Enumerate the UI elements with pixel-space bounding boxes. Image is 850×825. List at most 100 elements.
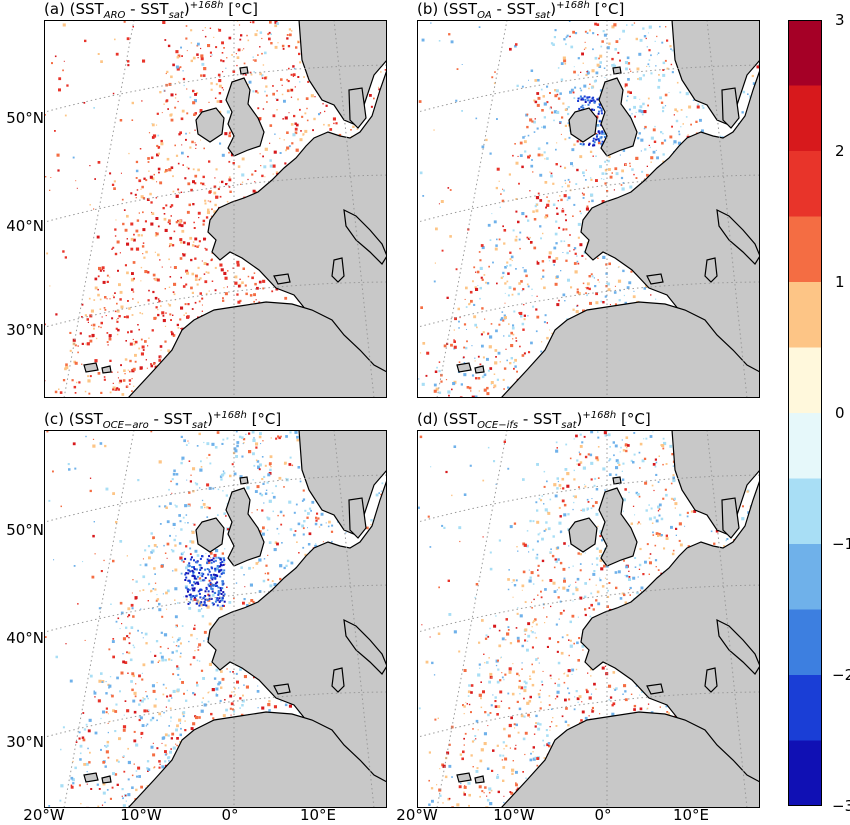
land-polygon [474, 365, 485, 374]
colorbar-segment [788, 216, 822, 283]
colorbar-tick-1: 1 [835, 273, 845, 291]
land-polygon [646, 273, 664, 285]
land-polygon [239, 66, 249, 75]
map-svg-b [417, 20, 760, 398]
map-frame [44, 430, 387, 808]
land-polygon [348, 87, 367, 129]
land-polygon [598, 487, 638, 567]
land-polygon [273, 683, 291, 695]
lon-label-10w-right: 10°W [493, 806, 535, 824]
colorbar-segment [788, 151, 822, 217]
colorbar-segment [788, 478, 822, 545]
colorbar-segment [788, 413, 822, 479]
sst-anomaly-field [418, 20, 760, 398]
lat-label-40n-top: 40°N [6, 217, 44, 235]
lat-label-30n-top: 30°N [6, 321, 44, 339]
colorbar-segment [788, 609, 822, 676]
colorbar-tick-m1: −1 [832, 535, 850, 553]
colorbar-segment [788, 740, 822, 806]
land-polygon [348, 497, 367, 539]
lat-label-40n-bottom: 40°N [6, 629, 44, 647]
colorbar-tick-m3: −3 [832, 797, 850, 815]
land-polygon [704, 667, 718, 693]
colorbar-segment [788, 675, 822, 741]
colorbar-tick-m2: −2 [832, 666, 850, 684]
lon-label-10w-left: 10°W [120, 806, 162, 824]
map-panel-c [44, 430, 387, 808]
colorbar [788, 20, 822, 806]
land-polygon [101, 775, 112, 784]
panel-a-title: (a) (SSTARO - SSTsat)+168h [°C] [44, 0, 258, 21]
colorbar-tick-3: 3 [835, 11, 845, 29]
panel-c-title: (c) (SSTOCE−aro - SSTsat)+168h [°C] [44, 410, 282, 431]
land-polygon [646, 683, 664, 695]
land-polygon [273, 273, 291, 285]
land-polygon [456, 772, 472, 783]
land-polygon [101, 365, 112, 374]
land-polygon [671, 430, 760, 536]
colorbar-segment [788, 544, 822, 610]
map-frame [417, 20, 760, 398]
lat-label-50n-top: 50°N [6, 109, 44, 127]
land-polygon [474, 775, 485, 784]
land-polygon [225, 487, 265, 567]
lon-label-10e-right: 10°E [672, 806, 710, 824]
land-polygon [612, 476, 622, 485]
map-svg-d [417, 430, 760, 808]
panel-d-title: (d) (SSTOCE−ifs - SSTsat)+168h [°C] [417, 410, 651, 431]
land-polygon [195, 517, 225, 553]
colorbar-tick-0: 0 [835, 404, 845, 422]
lat-label-50n-bottom: 50°N [6, 521, 44, 539]
map-svg-a [44, 20, 387, 398]
land-polygon [500, 301, 760, 398]
land-polygon [721, 87, 740, 129]
land-polygon [598, 77, 638, 157]
lon-label-0-left: 0° [221, 806, 239, 824]
land-polygon [456, 362, 472, 373]
land-polygon [83, 772, 99, 783]
graticule [417, 20, 760, 398]
land-polygon [331, 257, 345, 283]
land-polygon [83, 362, 99, 373]
land-polygon [225, 77, 265, 157]
land-polygon [721, 497, 740, 539]
land-polygon [298, 430, 387, 536]
land-polygon [343, 618, 387, 675]
colorbar-tick-2: 2 [835, 142, 845, 160]
land-polygon [568, 517, 598, 553]
land-polygon [716, 208, 760, 265]
lon-label-20w-right: 20°W [396, 806, 438, 824]
colorbar-segment [788, 282, 822, 348]
map-panel-d [417, 430, 760, 808]
graticule [44, 430, 387, 808]
colorbar-segment [788, 347, 822, 414]
land-polygon [239, 476, 249, 485]
lon-label-10e-left: 10°E [299, 806, 337, 824]
map-panel-b [417, 20, 760, 398]
map-frame [44, 20, 387, 398]
map-svg-c [44, 430, 387, 808]
land-polygon [716, 618, 760, 675]
sst-anomaly-field [417, 430, 753, 808]
lon-label-0-right: 0° [594, 806, 612, 824]
land-polygon [298, 20, 387, 126]
land-polygon [331, 667, 345, 693]
colorbar-segment [788, 20, 822, 86]
land-polygon [343, 208, 387, 265]
graticule [417, 430, 760, 808]
map-panel-a [44, 20, 387, 398]
land-polygon [127, 301, 387, 398]
land-polygon [612, 66, 622, 75]
sst-anomaly-field [44, 430, 386, 808]
land-polygon [671, 20, 760, 126]
panel-b-title: (b) (SSTOA - SSTsat)+168h [°C] [417, 0, 625, 21]
lon-label-20w-left: 20°W [23, 806, 65, 824]
graticule [44, 20, 387, 398]
land-polygon [704, 257, 718, 283]
land-polygon [568, 107, 598, 143]
lat-label-30n-bottom: 30°N [6, 733, 44, 751]
land-polygon [127, 711, 387, 808]
land-polygon [500, 711, 760, 808]
colorbar-segment [788, 85, 822, 152]
map-frame [417, 430, 760, 808]
